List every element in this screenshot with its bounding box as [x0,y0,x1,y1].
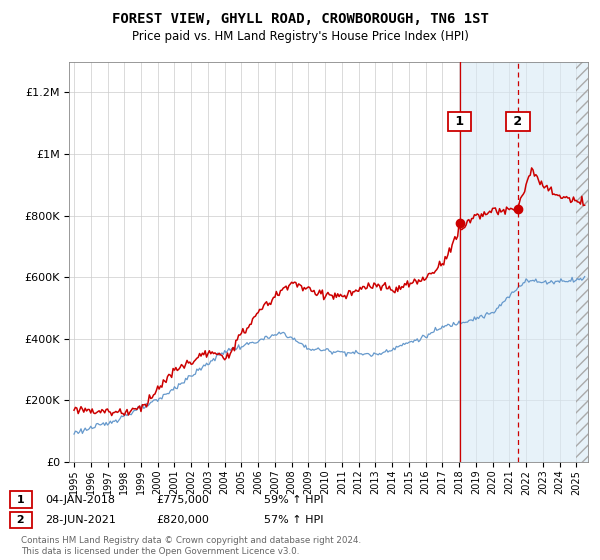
Text: 04-JAN-2018: 04-JAN-2018 [45,494,115,505]
Text: 28-JUN-2021: 28-JUN-2021 [45,515,116,525]
Text: 2: 2 [13,515,29,525]
Text: 1: 1 [13,494,29,505]
Text: FOREST VIEW, GHYLL ROAD, CROWBOROUGH, TN6 1ST: FOREST VIEW, GHYLL ROAD, CROWBOROUGH, TN… [112,12,488,26]
Text: Price paid vs. HM Land Registry's House Price Index (HPI): Price paid vs. HM Land Registry's House … [131,30,469,43]
Text: 1: 1 [451,115,469,128]
Text: £775,000: £775,000 [156,494,209,505]
Text: 59% ↑ HPI: 59% ↑ HPI [264,494,323,505]
Polygon shape [460,62,588,462]
Text: Contains HM Land Registry data © Crown copyright and database right 2024.
This d: Contains HM Land Registry data © Crown c… [21,536,361,556]
Text: £820,000: £820,000 [156,515,209,525]
Text: 2: 2 [509,115,526,128]
Text: 57% ↑ HPI: 57% ↑ HPI [264,515,323,525]
